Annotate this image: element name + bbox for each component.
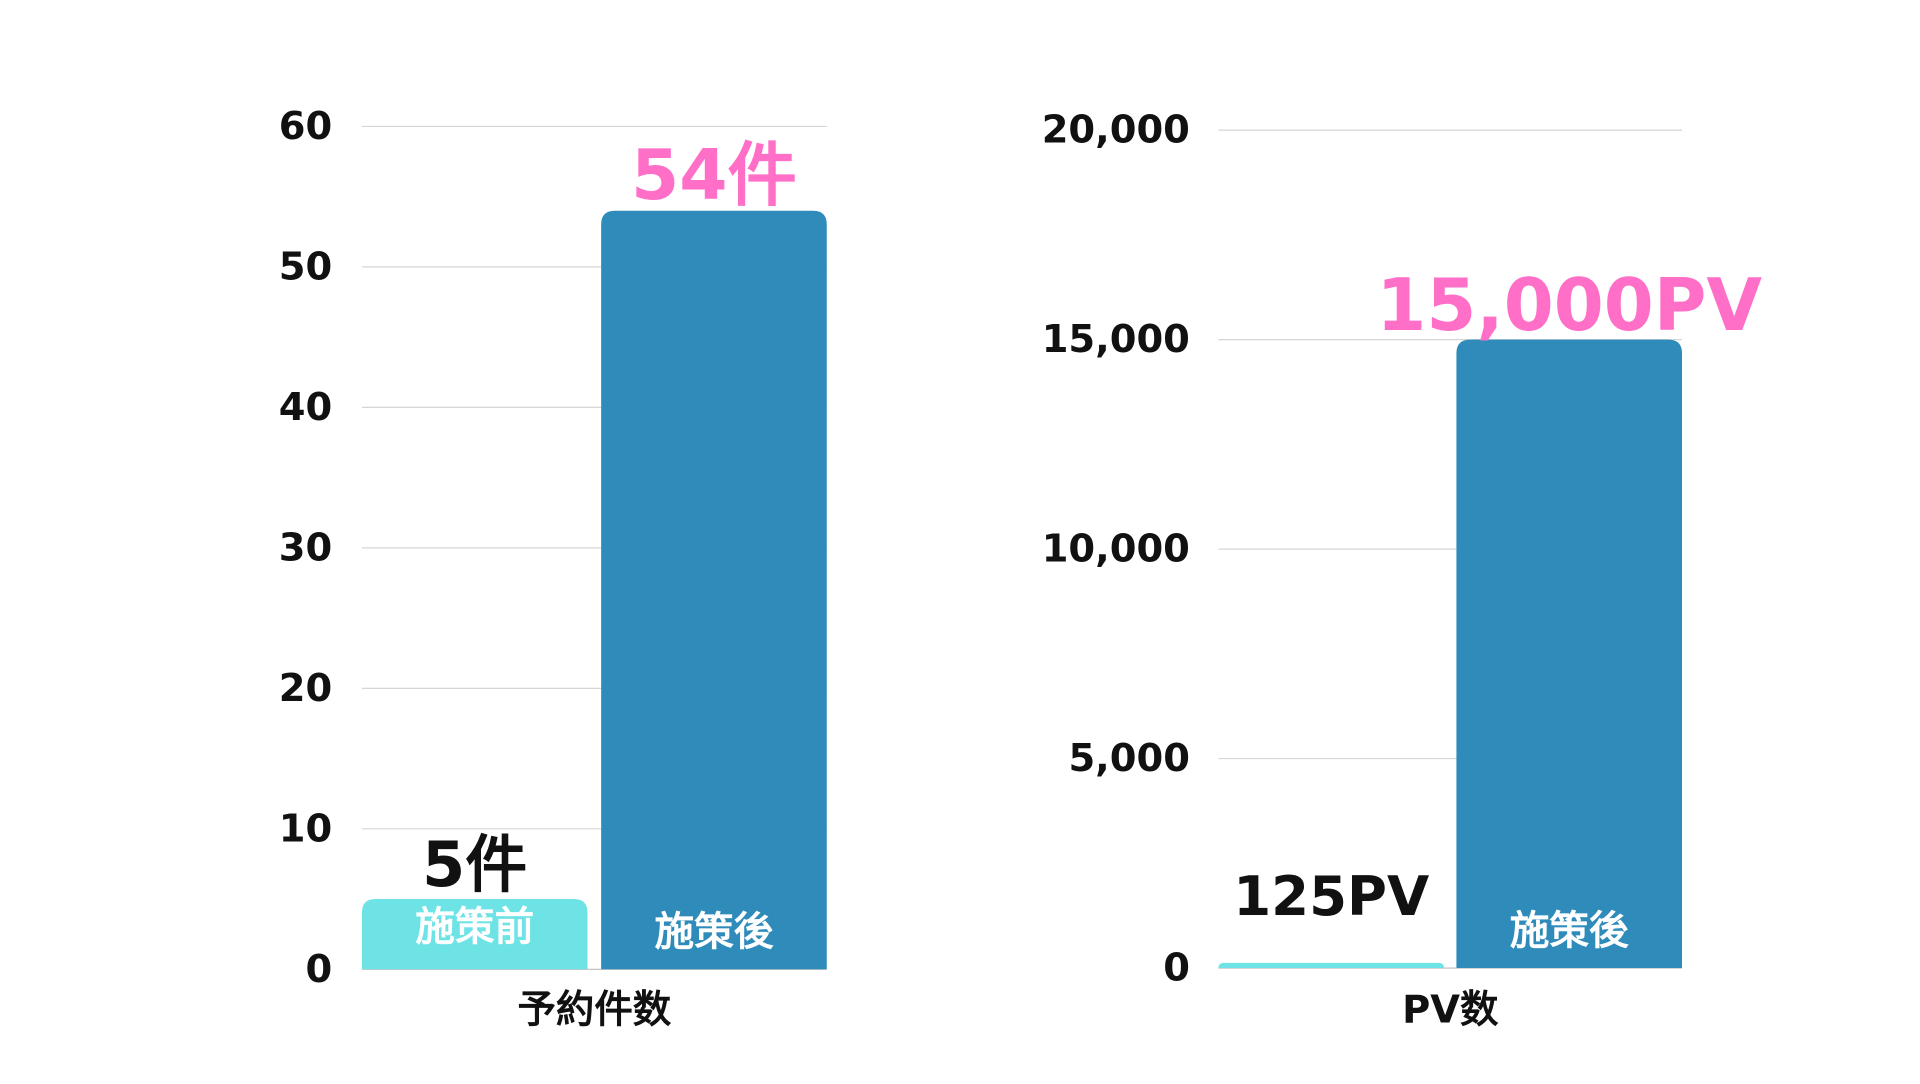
y-tick-label: 30 <box>279 525 332 570</box>
y-tick-label: 15,000 <box>1042 317 1190 362</box>
y-tick-label: 0 <box>1163 946 1190 991</box>
bar-category-label: 施策後 <box>1510 908 1629 954</box>
bar-value-label: 15,000PV <box>1376 263 1762 347</box>
y-tick-label: 20 <box>279 666 332 711</box>
y-tick-label: 20,000 <box>1042 108 1190 153</box>
bar-before <box>361 899 588 970</box>
x-axis-title: 予約件数 <box>518 988 672 1033</box>
y-tick-label: 10,000 <box>1042 527 1190 572</box>
y-tick-label: 5,000 <box>1068 736 1189 781</box>
bar-category-label: 施策後 <box>654 909 773 955</box>
bar-value-label: 5件 <box>422 828 527 901</box>
y-tick-label: 60 <box>279 104 332 149</box>
y-tick-label: 0 <box>305 947 332 992</box>
bar-before <box>1218 962 1445 969</box>
y-tick-label: 50 <box>279 244 332 289</box>
x-axis-title: PV数 <box>1402 988 1499 1033</box>
bar-after <box>1456 339 1683 969</box>
bar-category-label: 施策前 <box>415 904 534 950</box>
bar-category-label: 施策前 <box>1272 903 1391 949</box>
bar-after <box>601 210 827 970</box>
bar-value-label: 54件 <box>631 136 797 216</box>
bar-value-label: 125PV <box>1233 864 1429 928</box>
y-tick-label: 10 <box>279 806 332 851</box>
y-tick-label: 40 <box>279 385 332 430</box>
